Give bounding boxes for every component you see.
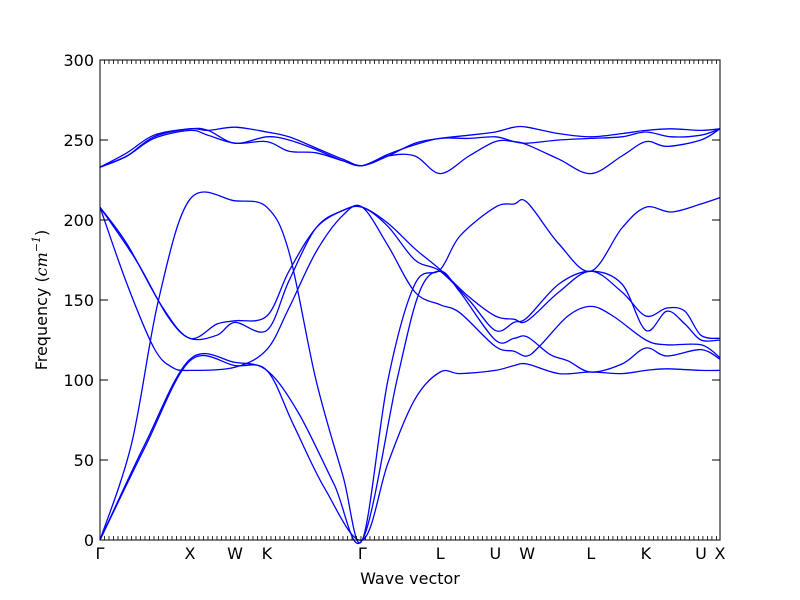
x-tick-label: X (185, 544, 196, 563)
x-tick-label: Γ (96, 544, 105, 563)
y-axis-title: Frequency (cm−1) (30, 230, 51, 371)
axis-ticks (99, 59, 720, 541)
x-axis-title: Wave vector (360, 569, 460, 588)
x-tick-label: L (586, 544, 595, 563)
branch-line-3 (99, 191, 721, 544)
y-tick-label: 50 (74, 451, 94, 470)
x-tick-label: Γ (358, 544, 367, 563)
x-tick-label: U (695, 544, 707, 563)
x-tick-label: U (489, 544, 501, 563)
x-tick-label: L (436, 544, 445, 563)
plot-frame (99, 59, 721, 541)
y-tick-label: 0 (84, 531, 94, 550)
dispersion-lines (99, 125, 721, 544)
y-tick-labels: 0 50 100 150 200 250 300 (63, 51, 94, 550)
x-tick-label: W (227, 544, 243, 563)
x-tick-label: X (715, 544, 726, 563)
branch-line-5 (99, 205, 721, 342)
x-tick-label: K (262, 544, 273, 563)
branch-line-8 (99, 127, 721, 168)
branch-line-2 (99, 270, 721, 544)
branch-line-1 (99, 354, 721, 541)
x-tick-label: W (519, 544, 535, 563)
branch-line-9 (99, 128, 721, 175)
y-tick-label: 250 (63, 131, 94, 150)
branch-line-4 (99, 205, 721, 340)
y-tick-label: 150 (63, 291, 94, 310)
y-tick-label: 100 (63, 371, 94, 390)
x-tick-label: K (641, 544, 652, 563)
y-tick-label: 300 (63, 51, 94, 70)
branch-line-6 (99, 204, 721, 372)
y-tick-label: 200 (63, 211, 94, 230)
